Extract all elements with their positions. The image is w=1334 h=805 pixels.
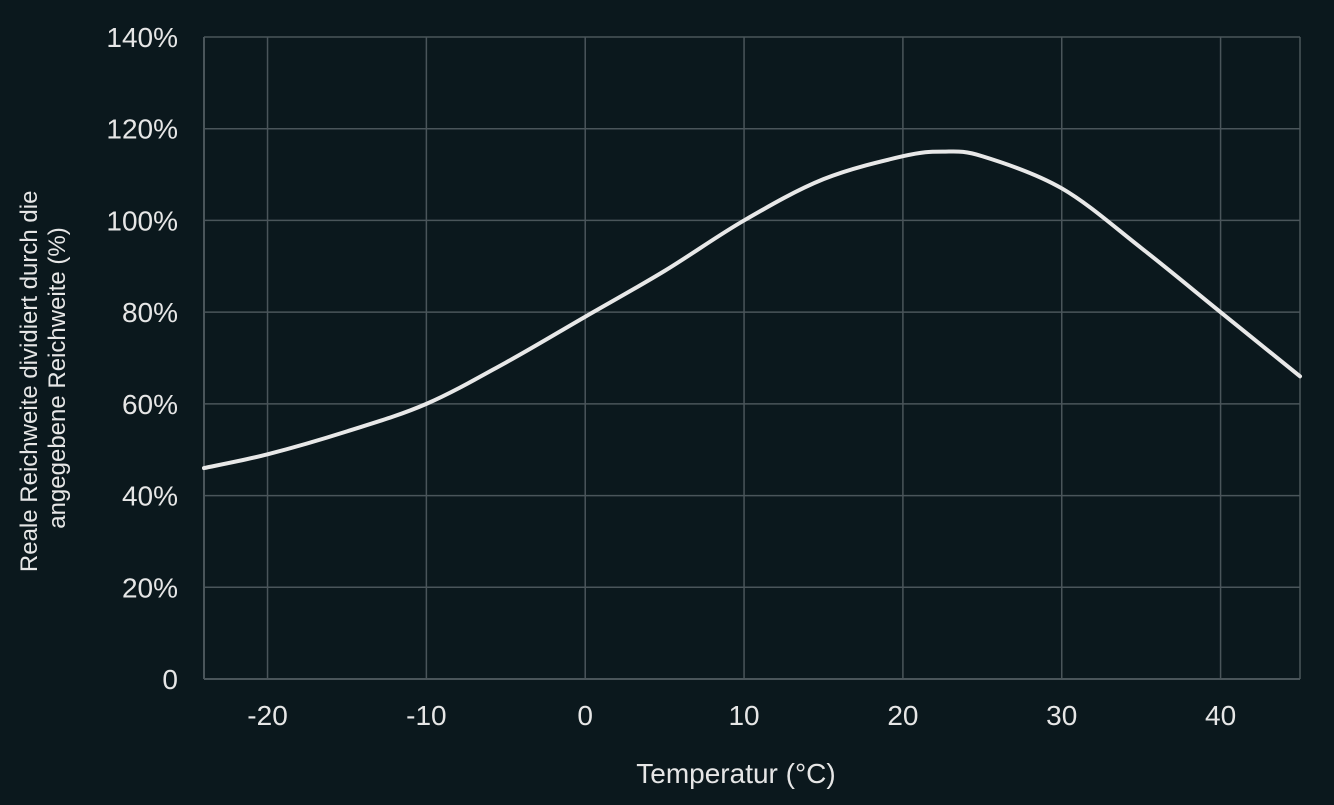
x-tick-label: -20 xyxy=(247,700,287,731)
grid xyxy=(203,36,1301,680)
y-axis-label: Reale Reichweite dividiert durch die ang… xyxy=(16,184,71,572)
y-tick-label: 80% xyxy=(122,297,178,328)
x-tick-label: 20 xyxy=(887,700,918,731)
y-tick-label: 0 xyxy=(162,664,178,695)
series-layer xyxy=(202,149,1302,471)
y-tick-label: 20% xyxy=(122,572,178,603)
x-tick-label: 40 xyxy=(1205,700,1236,731)
x-tick-label: -10 xyxy=(406,700,446,731)
y-axis-ticks: 0 20% 40% 60% 80% 100% 120% 140% xyxy=(106,22,178,695)
y-tick-label: 140% xyxy=(106,22,178,53)
y-axis-label-line-2: angegebene Reichweite (%) xyxy=(44,227,71,529)
y-tick-label: 40% xyxy=(122,481,178,512)
x-axis-label: Temperatur (°C) xyxy=(636,758,835,789)
y-tick-label: 60% xyxy=(122,389,178,420)
x-tick-label: 10 xyxy=(728,700,759,731)
y-tick-label: 100% xyxy=(106,205,178,236)
x-axis-ticks: -20 -10 0 10 20 30 40 xyxy=(247,700,1236,731)
y-tick-label: 120% xyxy=(106,114,178,145)
x-tick-label: 30 xyxy=(1046,700,1077,731)
x-tick-label: 0 xyxy=(577,700,593,731)
y-axis-label-line-1: Reale Reichweite dividiert durch die xyxy=(16,191,43,573)
series-line xyxy=(202,149,1302,471)
